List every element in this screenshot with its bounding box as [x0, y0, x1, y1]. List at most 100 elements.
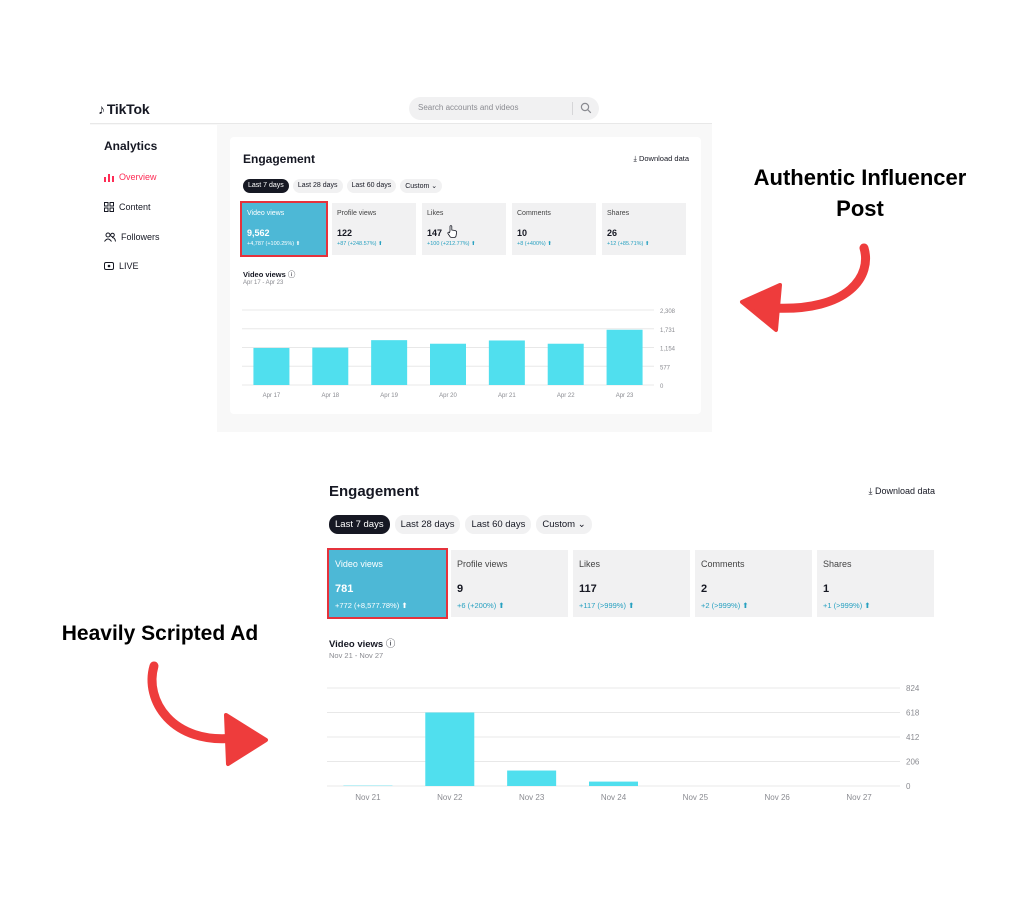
- engagement-heading: Engagement: [243, 152, 316, 166]
- x-tick-label: Apr 20: [439, 393, 457, 399]
- engagement-card: Engagement ⤓ Download data Last 7 days L…: [230, 137, 701, 414]
- metric-label: Comments: [517, 210, 551, 217]
- metric-card-profile-views[interactable]: Profile views 122 +87 (+248.57%) ⬆: [332, 203, 416, 255]
- metric-value: 9: [457, 583, 464, 595]
- metric-change: +117 (>999%): [579, 601, 626, 610]
- metric-change: +1 (>999%): [823, 601, 863, 610]
- metric-label: Shares: [607, 210, 630, 217]
- bar: [371, 340, 408, 385]
- y-tick-label: 1,731: [660, 328, 676, 334]
- custom-range-dropdown[interactable]: Custom ⌄: [400, 179, 443, 193]
- live-icon: [104, 262, 114, 270]
- metric-label: Profile views: [457, 559, 508, 569]
- metric-label: Video views: [247, 210, 285, 217]
- metric-label: Video views: [335, 559, 383, 569]
- chart-title: Video views ⓘ: [243, 269, 295, 280]
- annotation-authentic: Authentic Influencer Post: [740, 162, 980, 224]
- metric-change: +87 (+248.57%): [337, 241, 377, 247]
- metric-change-wrap: +87 (+248.57%) ⬆: [337, 241, 383, 247]
- metric-value: 122: [337, 228, 353, 238]
- tab-last-28-days[interactable]: Last 28 days: [394, 515, 461, 534]
- sidebar-title: Analytics: [104, 139, 158, 153]
- arrow-up-icon: ⬆: [471, 241, 476, 247]
- bar: [606, 329, 643, 385]
- bar: [430, 343, 466, 385]
- tab-last-60-days[interactable]: Last 60 days: [465, 515, 532, 534]
- metric-card-shares[interactable]: Shares 26 +12 (+85.71%) ⬆: [602, 203, 686, 255]
- download-data-button[interactable]: ⤓ Download data: [634, 154, 689, 164]
- tab-last-7-days[interactable]: Last 7 days: [329, 515, 390, 534]
- chevron-down-icon: ⌄: [431, 183, 438, 190]
- metric-change: +4,787 (+100.25%): [247, 241, 295, 247]
- download-label: Download data: [874, 486, 935, 496]
- x-tick-label: Apr 18: [321, 393, 339, 399]
- arrow-up-icon: ⬆: [547, 241, 552, 247]
- sidebar-item-followers[interactable]: Followers: [104, 232, 160, 242]
- search-icon[interactable]: [580, 102, 592, 114]
- y-tick-label: 0: [906, 782, 911, 791]
- chart-title-text: Video views: [243, 270, 286, 279]
- metric-card-comments[interactable]: Comments 2 +2 (>999%) ⬆: [695, 550, 812, 617]
- metric-change-wrap: +117 (>999%) ⬆: [579, 601, 634, 610]
- y-tick-label: 618: [906, 709, 920, 718]
- search-placeholder: Search accounts and videos: [418, 103, 519, 112]
- search-input[interactable]: Search accounts and videos: [409, 97, 599, 120]
- date-range-tabs: Last 7 days Last 28 days Last 60 days Cu…: [243, 179, 443, 193]
- metric-change-wrap: +6 (+200%) ⬆: [457, 601, 505, 610]
- info-icon[interactable]: ⓘ: [385, 639, 396, 650]
- date-range-tabs: Last 7 days Last 28 days Last 60 days Cu…: [329, 515, 592, 534]
- metric-card-video-views[interactable]: Video views 9,562 +4,787 (+100.25%) ⬆: [240, 201, 328, 257]
- arrow-up-icon: ⬆: [628, 601, 635, 610]
- x-tick-label: Nov 23: [519, 793, 545, 802]
- metric-card-comments[interactable]: Comments 10 +8 (+400%) ⬆: [512, 203, 596, 255]
- sidebar-item-live[interactable]: LIVE: [104, 261, 139, 271]
- metric-card-likes[interactable]: Likes 147 +100 (+212.77%) ⬆: [422, 203, 506, 255]
- video-views-chart-2: 824 618 412 206 0 Nov 21 Nov 22 Nov 23 Nov 24 Nov…: [327, 684, 920, 802]
- download-data-button[interactable]: ⤓ Download data: [868, 486, 935, 497]
- metric-change-wrap: +12 (+85.71%) ⬆: [607, 241, 650, 247]
- metric-card-shares[interactable]: Shares 1 +1 (>999%) ⬆: [817, 550, 934, 617]
- metric-value: 26: [607, 228, 618, 238]
- metric-card-likes[interactable]: Likes 117 +117 (>999%) ⬆: [573, 550, 690, 617]
- x-tick-label: Nov 27: [846, 793, 872, 802]
- metric-label: Shares: [823, 559, 852, 569]
- bar: [312, 347, 349, 385]
- metric-label: Likes: [427, 210, 444, 217]
- chart-date-range: Nov 21 - Nov 27: [329, 651, 384, 660]
- sidebar-item-label: LIVE: [119, 261, 139, 271]
- x-tick-label: Nov 26: [765, 793, 791, 802]
- arrow-up-icon: ⬆: [295, 241, 301, 247]
- info-icon[interactable]: ⓘ: [287, 270, 296, 279]
- y-tick-label: 577: [660, 365, 671, 371]
- metric-card-profile-views[interactable]: Profile views 9 +6 (+200%) ⬆: [451, 550, 568, 617]
- metric-change-wrap: +772 (+8,577.78%) ⬆: [335, 601, 408, 610]
- metric-value: 10: [517, 228, 528, 238]
- bar: [547, 343, 584, 385]
- y-tick-label: 412: [906, 733, 920, 742]
- top-bar: ♪ TikTok Search accounts and videos: [90, 92, 712, 124]
- custom-range-dropdown[interactable]: Custom ⌄: [536, 515, 592, 534]
- chart-title: Video views ⓘ: [329, 636, 395, 650]
- metric-cards: Video views 781 +772 (+8,577.78%) ⬆ Prof…: [327, 548, 934, 619]
- tab-last-7-days[interactable]: Last 7 days: [243, 179, 289, 193]
- bottom-screenshot: Engagement ⤓ Download data Last 7 days L…: [320, 475, 945, 805]
- annotation-scripted: Heavily Scripted Ad: [61, 622, 259, 645]
- x-tick-label: Nov 21: [355, 793, 381, 802]
- arrow-up-icon: ⬆: [864, 601, 871, 610]
- chevron-down-icon: ⌄: [577, 519, 586, 530]
- sidebar-item-overview[interactable]: Overview: [104, 172, 157, 182]
- metric-change: +8 (+400%): [517, 241, 546, 247]
- tab-last-60-days[interactable]: Last 60 days: [346, 179, 397, 193]
- arrow-up-icon: ⬆: [377, 241, 383, 247]
- sidebar-item-content[interactable]: Content: [104, 202, 151, 212]
- metric-change-wrap: +2 (>999%) ⬆: [701, 601, 749, 610]
- metric-card-video-views[interactable]: Video views 781 +772 (+8,577.78%) ⬆: [327, 548, 448, 619]
- annotation-line: Authentic Influencer: [753, 165, 967, 190]
- metric-change: +2 (>999%): [701, 601, 741, 610]
- tab-last-28-days[interactable]: Last 28 days: [292, 179, 343, 193]
- tiktok-logo[interactable]: ♪ TikTok: [98, 101, 150, 117]
- top-screenshot: ♪ TikTok Search accounts and videos Anal…: [90, 92, 712, 432]
- bar: [253, 347, 290, 385]
- y-tick-label: 824: [906, 684, 920, 693]
- metric-change-wrap: +100 (+212.77%) ⬆: [427, 241, 476, 247]
